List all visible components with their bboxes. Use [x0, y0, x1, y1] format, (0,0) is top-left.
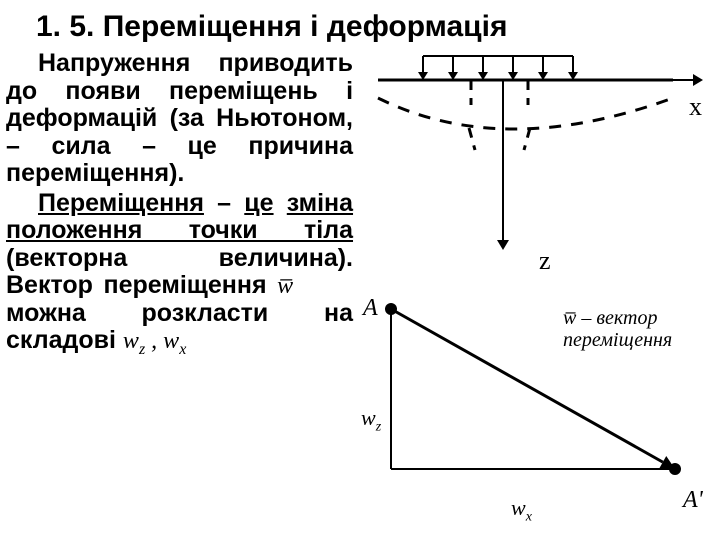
- p2-u2: це: [244, 189, 273, 217]
- point-a-prime-label: A': [683, 487, 703, 514]
- p2-t1: –: [204, 189, 244, 217]
- point-a-label: A: [363, 295, 378, 322]
- diagram-column: x z A A' wz wx w̅ – векторпереміщення: [353, 50, 712, 509]
- content-row: Напруження приводить до появи переміщень…: [0, 50, 720, 509]
- vector-w-inline: w̅: [277, 273, 293, 299]
- paragraph-1: Напруження приводить до появи переміщень…: [6, 50, 353, 188]
- component-wz: wz: [123, 328, 145, 354]
- wz-label: wz: [361, 405, 381, 435]
- beam-svg: [353, 50, 703, 275]
- vector-diagram: A A' wz wx w̅ – векторпереміщення: [353, 279, 703, 509]
- wx-label: wx: [511, 495, 532, 525]
- x-axis-label: x: [689, 92, 702, 122]
- sep: ,: [145, 328, 163, 354]
- paragraph-2: Переміщення – це зміна положення точки т…: [6, 190, 353, 359]
- text-column: Напруження приводить до появи переміщень…: [4, 50, 353, 509]
- beam-diagram: x z: [353, 50, 703, 275]
- p2-u1: Переміщення: [38, 189, 204, 217]
- p2-t2: [274, 189, 287, 217]
- section-title: 1. 5. Переміщення і деформація: [0, 0, 720, 50]
- z-axis-label: z: [539, 246, 551, 276]
- vector-caption: w̅ – векторпереміщення: [563, 307, 672, 351]
- component-wx: wx: [163, 328, 186, 354]
